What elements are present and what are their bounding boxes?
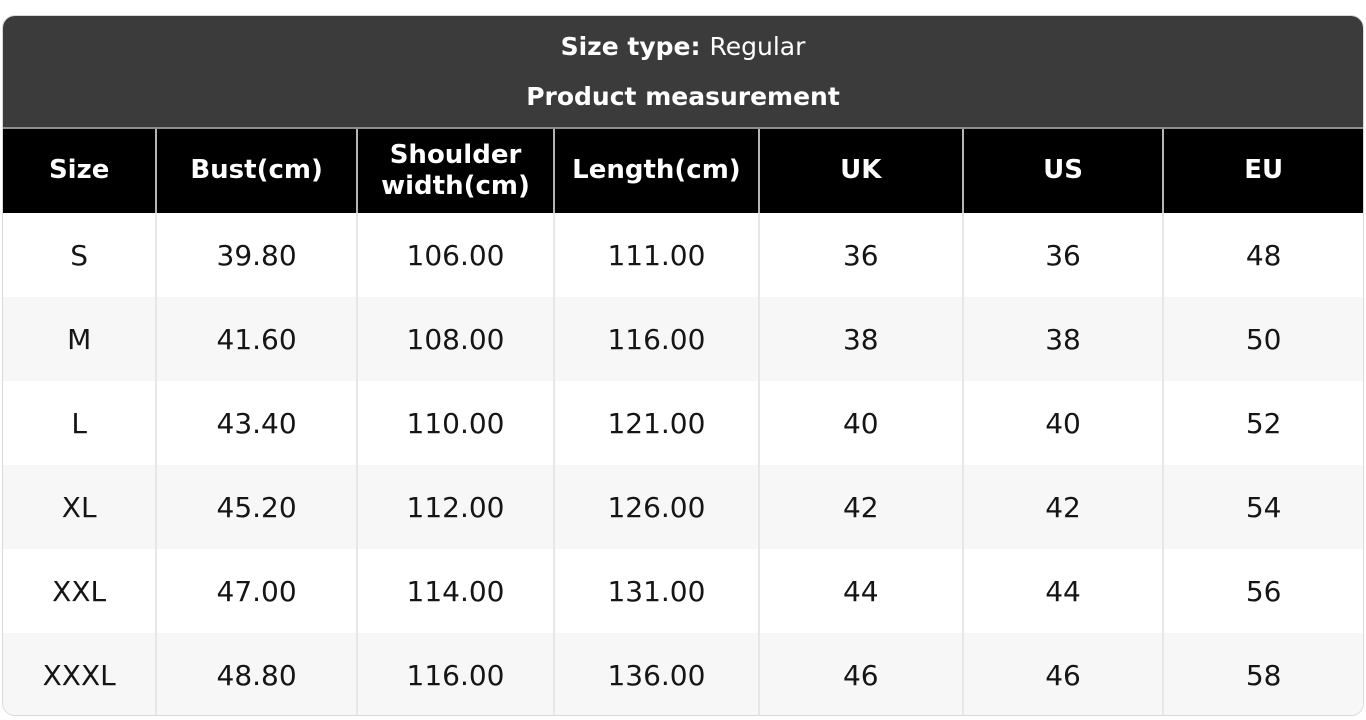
table-cell: 38: [757, 297, 962, 381]
table-cell: 38: [961, 297, 1163, 381]
table-cell: 44: [757, 549, 962, 633]
table-cell: 112.00: [355, 465, 554, 549]
size-type-label: Size type:: [560, 32, 701, 61]
table-body: S 39.80 106.00 111.00 36 36 48 M 41.60 108.00 116.…: [3, 213, 1363, 715]
table-cell: 116.00: [553, 297, 758, 381]
table-row: M 41.60 108.00 116.00 38 38 50: [3, 297, 1363, 381]
table-cell: 110.00: [355, 381, 554, 465]
table-cell: 40: [961, 381, 1163, 465]
table-cell: 48.80: [155, 633, 356, 715]
table-cell: 39.80: [155, 213, 356, 297]
table-cell: XXL: [3, 549, 156, 633]
table-cell: 54: [1162, 465, 1363, 549]
table-cell: M: [3, 297, 156, 381]
column-header: Length(cm): [553, 129, 758, 213]
table-cell: 121.00: [553, 381, 758, 465]
table-cell: 136.00: [553, 633, 758, 715]
table-header-row: Size Bust(cm) Shoulder width(cm) Length(cm)…: [3, 129, 1363, 213]
table-cell: 43.40: [155, 381, 356, 465]
table-row: L 43.40 110.00 121.00 40 40 52: [3, 381, 1363, 465]
table-cell: 46: [961, 633, 1163, 715]
product-measurement-title: Product measurement: [526, 82, 840, 111]
table-cell: 126.00: [553, 465, 758, 549]
table-cell: XL: [3, 465, 156, 549]
table-cell: 114.00: [355, 549, 554, 633]
size-type-value: Regular: [709, 32, 806, 61]
size-type-line: Size type: Regular: [561, 32, 806, 61]
size-chart-title-band: Size type: Regular Product measurement: [3, 16, 1363, 127]
measurement-table: Size Bust(cm) Shoulder width(cm) Length(cm)…: [3, 129, 1363, 715]
size-chart-card: Size type: Regular Product measurement Si…: [2, 15, 1364, 716]
table-cell: 47.00: [155, 549, 356, 633]
table-row: XL 45.20 112.00 126.00 42 42 54: [3, 465, 1363, 549]
table-cell: 50: [1162, 297, 1363, 381]
table-cell: 45.20: [155, 465, 356, 549]
table-cell: 52: [1162, 381, 1363, 465]
table-cell: 36: [757, 213, 962, 297]
band-divider: [3, 127, 1363, 129]
column-header: UK: [757, 129, 962, 213]
table-cell: 40: [757, 381, 962, 465]
table-row: S 39.80 106.00 111.00 36 36 48: [3, 213, 1363, 297]
table-cell: 46: [757, 633, 962, 715]
column-header: EU: [1162, 129, 1363, 213]
table-cell: S: [3, 213, 156, 297]
table-cell: 42: [961, 465, 1163, 549]
table-cell: L: [3, 381, 156, 465]
column-header: US: [961, 129, 1163, 213]
table-cell: 42: [757, 465, 962, 549]
table-cell: 108.00: [355, 297, 554, 381]
table-cell: 41.60: [155, 297, 356, 381]
column-header: Bust(cm): [155, 129, 356, 213]
column-header: Size: [3, 129, 156, 213]
table-cell: XXXL: [3, 633, 156, 715]
table-cell: 56: [1162, 549, 1363, 633]
table-cell: 131.00: [553, 549, 758, 633]
table-cell: 116.00: [355, 633, 554, 715]
table-cell: 58: [1162, 633, 1363, 715]
table-row: XXXL 48.80 116.00 136.00 46 46 58: [3, 633, 1363, 715]
table-cell: 106.00: [355, 213, 554, 297]
table-cell: 44: [961, 549, 1163, 633]
table-cell: 48: [1162, 213, 1363, 297]
table-row: XXL 47.00 114.00 131.00 44 44 56: [3, 549, 1363, 633]
table-cell: 111.00: [553, 213, 758, 297]
column-header: Shoulder width(cm): [355, 129, 554, 213]
table-cell: 36: [961, 213, 1163, 297]
